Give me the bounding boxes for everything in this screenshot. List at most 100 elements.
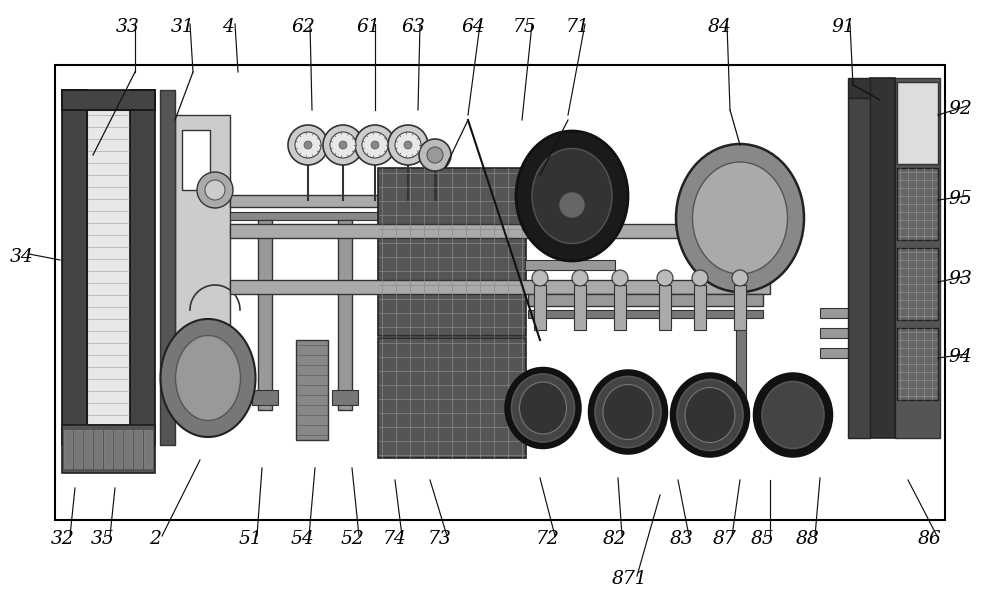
Circle shape xyxy=(339,141,347,149)
Bar xyxy=(848,98,870,438)
Bar xyxy=(820,308,870,318)
Text: 85: 85 xyxy=(751,530,775,548)
Bar xyxy=(820,328,870,338)
Bar xyxy=(296,340,328,440)
Ellipse shape xyxy=(754,374,832,457)
Text: 32: 32 xyxy=(51,530,75,548)
Bar xyxy=(74,430,82,468)
Bar xyxy=(870,78,895,438)
Text: 871: 871 xyxy=(612,570,648,588)
Bar xyxy=(230,195,460,207)
Text: 72: 72 xyxy=(536,530,560,548)
Bar xyxy=(64,430,72,468)
Circle shape xyxy=(355,125,395,165)
Circle shape xyxy=(395,132,421,158)
Bar xyxy=(94,430,102,468)
Text: 4: 4 xyxy=(222,18,234,36)
Text: 64: 64 xyxy=(461,18,485,36)
Bar xyxy=(182,130,210,190)
Bar xyxy=(84,430,92,468)
Bar xyxy=(124,430,132,468)
Text: 75: 75 xyxy=(513,18,537,36)
Bar xyxy=(897,82,938,164)
Circle shape xyxy=(388,125,428,165)
Circle shape xyxy=(532,270,548,286)
Circle shape xyxy=(288,125,328,165)
Bar xyxy=(659,285,671,330)
Bar xyxy=(332,390,358,405)
Bar xyxy=(134,430,142,468)
Circle shape xyxy=(419,139,451,171)
Text: 93: 93 xyxy=(948,270,972,288)
Bar xyxy=(848,78,870,98)
Ellipse shape xyxy=(595,377,661,447)
Text: 34: 34 xyxy=(10,248,34,266)
Ellipse shape xyxy=(685,387,735,443)
Ellipse shape xyxy=(692,162,788,274)
Bar xyxy=(895,78,940,438)
Bar xyxy=(378,338,526,458)
Circle shape xyxy=(362,132,388,158)
Circle shape xyxy=(197,172,233,208)
Bar xyxy=(87,110,130,425)
Bar xyxy=(258,220,272,410)
Circle shape xyxy=(205,180,225,200)
Circle shape xyxy=(732,270,748,286)
Bar xyxy=(378,168,526,336)
Bar xyxy=(734,285,746,330)
Circle shape xyxy=(295,132,321,158)
Ellipse shape xyxy=(532,148,612,244)
Text: 2: 2 xyxy=(149,530,161,548)
Text: 92: 92 xyxy=(948,100,972,118)
Circle shape xyxy=(404,141,412,149)
Circle shape xyxy=(330,132,356,158)
Text: 95: 95 xyxy=(948,190,972,208)
Circle shape xyxy=(572,270,588,286)
Bar xyxy=(114,430,122,468)
Bar xyxy=(62,425,155,445)
Text: 33: 33 xyxy=(116,18,140,36)
Text: 83: 83 xyxy=(670,530,694,548)
Bar xyxy=(534,285,546,330)
Text: 73: 73 xyxy=(428,530,452,548)
Text: 84: 84 xyxy=(708,18,732,36)
Ellipse shape xyxy=(677,380,743,450)
Text: 86: 86 xyxy=(918,530,942,548)
Circle shape xyxy=(612,270,628,286)
Bar xyxy=(160,90,175,445)
Text: 61: 61 xyxy=(356,18,380,36)
Bar xyxy=(144,430,152,468)
Ellipse shape xyxy=(520,382,566,434)
Bar xyxy=(62,90,87,445)
Bar xyxy=(230,280,770,294)
Text: 88: 88 xyxy=(796,530,820,548)
Text: 52: 52 xyxy=(340,530,364,548)
Text: 54: 54 xyxy=(290,530,314,548)
Ellipse shape xyxy=(762,381,824,448)
Bar xyxy=(528,294,763,306)
Text: 74: 74 xyxy=(383,530,407,548)
Bar xyxy=(338,220,352,410)
Bar xyxy=(897,328,938,400)
Text: 31: 31 xyxy=(171,18,195,36)
Bar xyxy=(62,425,155,473)
Text: 71: 71 xyxy=(566,18,590,36)
Text: 63: 63 xyxy=(401,18,425,36)
Text: 91: 91 xyxy=(831,18,855,36)
Bar xyxy=(55,65,945,520)
Ellipse shape xyxy=(176,336,240,421)
Ellipse shape xyxy=(676,144,804,292)
Text: 62: 62 xyxy=(291,18,315,36)
Ellipse shape xyxy=(160,319,256,437)
Bar xyxy=(574,285,586,330)
Ellipse shape xyxy=(671,374,749,457)
Ellipse shape xyxy=(589,371,667,453)
Bar xyxy=(525,260,615,270)
Circle shape xyxy=(560,193,584,217)
Ellipse shape xyxy=(516,131,628,261)
Ellipse shape xyxy=(603,384,653,440)
Circle shape xyxy=(304,141,312,149)
Text: 51: 51 xyxy=(238,530,262,548)
Bar xyxy=(130,90,155,445)
Bar xyxy=(528,310,763,318)
